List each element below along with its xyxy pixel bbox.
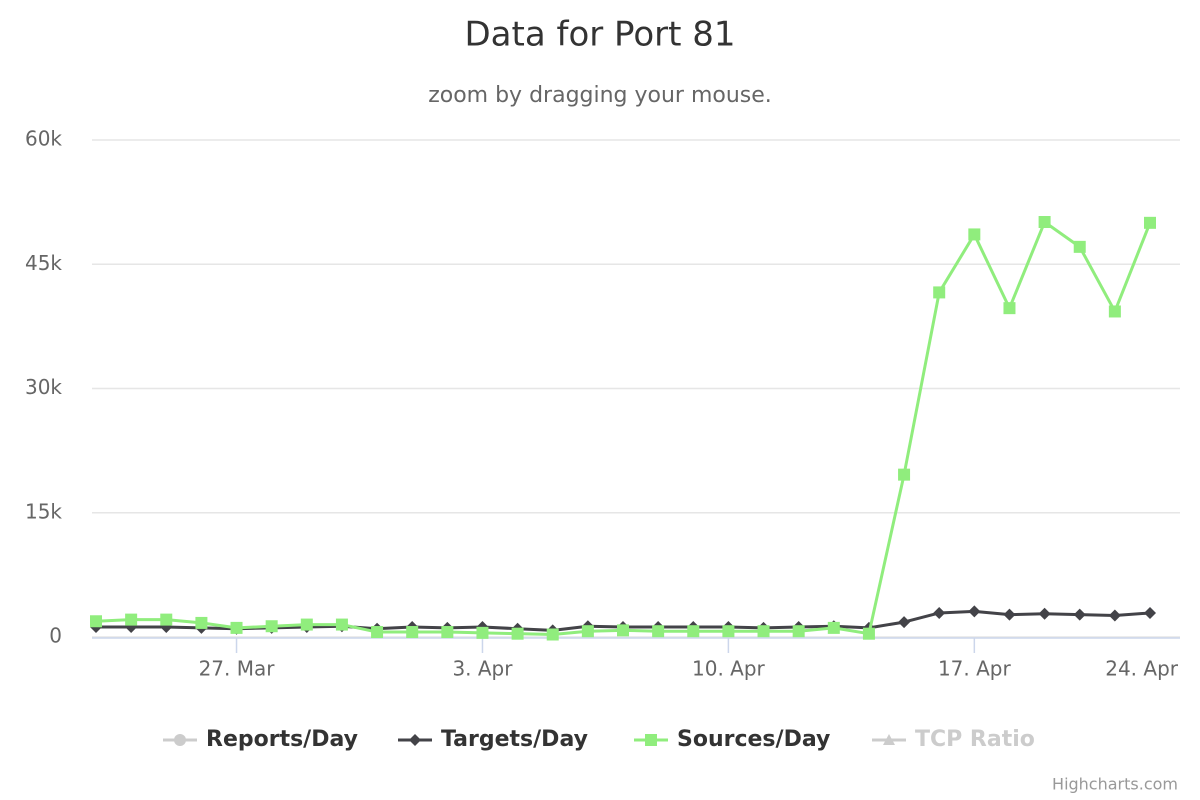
x-tick-label: 17. Apr bbox=[938, 657, 1012, 681]
data-point bbox=[827, 621, 840, 634]
data-point bbox=[1073, 240, 1086, 253]
data-point bbox=[757, 625, 770, 638]
data-point bbox=[1038, 216, 1051, 229]
y-tick-label: 15k bbox=[25, 499, 62, 523]
data-point bbox=[90, 615, 102, 628]
data-point bbox=[300, 618, 313, 631]
chart-title: Data for Port 81 bbox=[464, 15, 735, 55]
data-point bbox=[722, 625, 735, 638]
series-line bbox=[95, 220, 1152, 637]
legend-marker bbox=[409, 734, 421, 746]
data-point bbox=[1003, 608, 1016, 621]
data-point bbox=[441, 626, 454, 639]
data-point bbox=[1108, 305, 1121, 318]
data-point bbox=[230, 621, 243, 634]
data-point bbox=[335, 618, 348, 631]
data-point bbox=[265, 620, 278, 633]
credits[interactable]: Highcharts.com bbox=[1052, 775, 1178, 794]
data-point bbox=[371, 626, 384, 639]
data-point bbox=[406, 626, 419, 639]
y-tick-label: 60k bbox=[25, 127, 62, 151]
y-tick-label: 45k bbox=[25, 251, 62, 275]
data-point bbox=[1144, 606, 1156, 619]
data-point bbox=[687, 625, 700, 638]
data-point bbox=[1038, 607, 1051, 620]
data-point bbox=[792, 625, 805, 638]
x-tick-label: 24. Apr bbox=[1105, 657, 1179, 681]
legend-marker bbox=[645, 734, 657, 746]
data-point bbox=[546, 628, 559, 641]
x-tick-label: 3. Apr bbox=[452, 657, 513, 681]
legend-label[interactable]: Sources/Day bbox=[677, 727, 830, 752]
data-point bbox=[581, 625, 594, 638]
data-point bbox=[933, 606, 946, 619]
data-point bbox=[1144, 216, 1156, 229]
data-point bbox=[125, 613, 138, 626]
legend-marker bbox=[883, 734, 895, 745]
data-point bbox=[898, 616, 911, 629]
data-point bbox=[898, 468, 911, 481]
data-point bbox=[652, 625, 665, 638]
x-tick-label: 27. Mar bbox=[199, 657, 276, 681]
data-point bbox=[1003, 302, 1016, 315]
data-point bbox=[1108, 609, 1121, 622]
y-tick-label: 30k bbox=[25, 375, 62, 399]
data-point bbox=[862, 627, 875, 640]
legend-label[interactable]: Reports/Day bbox=[206, 727, 358, 752]
data-point bbox=[160, 613, 173, 626]
x-tick-label: 10. Apr bbox=[692, 657, 766, 681]
data-point bbox=[1073, 608, 1086, 621]
data-point bbox=[933, 286, 946, 299]
chart-subtitle: zoom by dragging your mouse. bbox=[428, 83, 772, 108]
legend-label[interactable]: Targets/Day bbox=[441, 727, 588, 752]
legend-label[interactable]: TCP Ratio bbox=[915, 727, 1035, 752]
legend-marker bbox=[174, 734, 186, 746]
data-point bbox=[968, 605, 981, 618]
data-point bbox=[617, 624, 629, 637]
data-point bbox=[968, 228, 981, 241]
data-point bbox=[195, 616, 208, 629]
data-point bbox=[476, 626, 489, 639]
y-tick-label: 0 bbox=[49, 624, 62, 648]
data-point bbox=[511, 627, 524, 640]
